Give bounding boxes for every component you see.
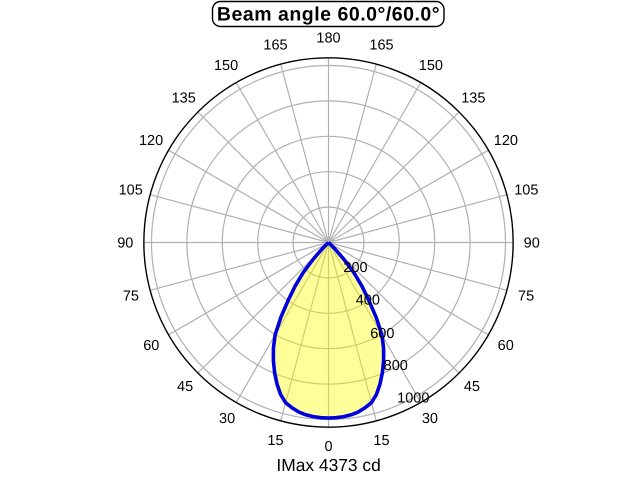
svg-text:150: 150 xyxy=(214,58,238,74)
svg-text:120: 120 xyxy=(494,133,518,149)
svg-text:180: 180 xyxy=(316,31,340,47)
svg-text:800: 800 xyxy=(384,358,408,374)
svg-text:75: 75 xyxy=(123,289,139,305)
svg-text:75: 75 xyxy=(518,289,534,305)
svg-text:60: 60 xyxy=(498,338,514,354)
svg-text:15: 15 xyxy=(267,433,283,449)
svg-text:600: 600 xyxy=(370,326,394,342)
svg-text:200: 200 xyxy=(343,260,367,276)
svg-text:120: 120 xyxy=(139,133,163,149)
svg-text:150: 150 xyxy=(419,58,443,74)
svg-text:135: 135 xyxy=(461,91,485,107)
svg-text:135: 135 xyxy=(172,91,196,107)
svg-text:105: 105 xyxy=(514,183,538,199)
svg-text:400: 400 xyxy=(356,293,380,309)
svg-text:30: 30 xyxy=(422,411,438,427)
svg-text:165: 165 xyxy=(263,38,287,54)
svg-text:45: 45 xyxy=(177,379,193,395)
svg-text:30: 30 xyxy=(219,411,235,427)
svg-text:165: 165 xyxy=(369,38,393,54)
svg-text:90: 90 xyxy=(117,236,133,252)
svg-text:45: 45 xyxy=(464,379,480,395)
svg-text:105: 105 xyxy=(119,183,143,199)
svg-text:0: 0 xyxy=(324,439,332,455)
svg-text:15: 15 xyxy=(373,433,389,449)
svg-text:Beam angle 60.0°/60.0°: Beam angle 60.0°/60.0° xyxy=(217,3,440,25)
svg-text:90: 90 xyxy=(524,236,540,252)
svg-text:IMax 4373 cd: IMax 4373 cd xyxy=(276,455,380,475)
svg-text:1000: 1000 xyxy=(397,391,429,407)
svg-text:60: 60 xyxy=(143,338,159,354)
